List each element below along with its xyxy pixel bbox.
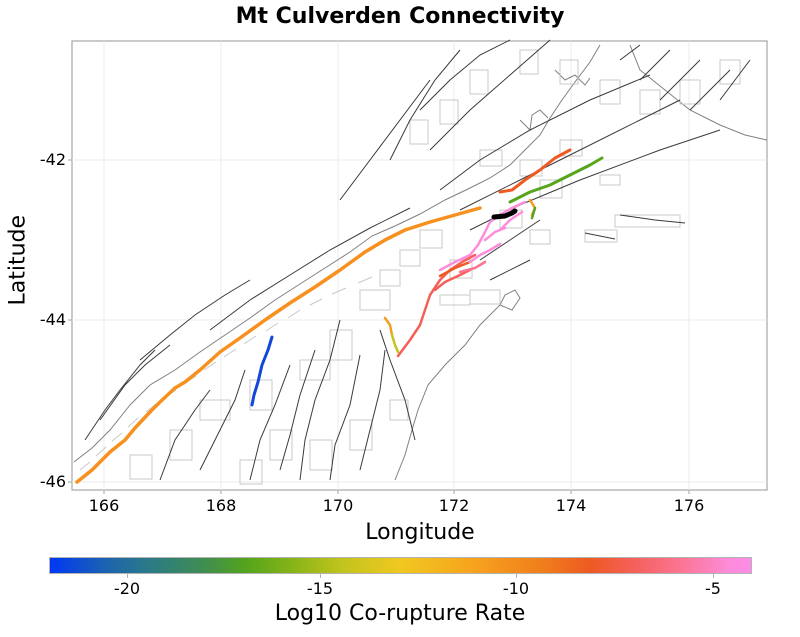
x-tick-label: 168 (205, 496, 237, 515)
x-tick-label: 176 (673, 496, 705, 515)
porters-pass-rupture (438, 200, 527, 272)
colorbar-tick-label: -10 (502, 579, 530, 598)
south-canterbury-rupture (383, 316, 394, 337)
x-tick-label: 174 (555, 496, 587, 515)
colorbar-tick-label: -20 (113, 579, 141, 598)
colorbar-tick (127, 574, 128, 578)
colorbar-tick (713, 574, 714, 578)
north-canterbury-rupture-green (530, 206, 537, 220)
chart-title: Mt Culverden Connectivity (235, 4, 565, 29)
clarence-rupture (508, 156, 604, 204)
y-tick-label: -42 (39, 150, 66, 169)
colorbar-tick-label: -5 (705, 579, 721, 598)
y-tick-label: -46 (39, 472, 66, 491)
x-axis-label: Longitude (365, 520, 475, 545)
fiordland-rupture (250, 335, 274, 407)
fault-traces (84, 39, 751, 481)
wairau-rupture (498, 148, 572, 194)
mt-culverden-fault (491, 208, 518, 220)
x-tick-label: 166 (88, 496, 120, 515)
x-tick-label: 170 (322, 496, 354, 515)
corupture-segments (75, 148, 604, 484)
colorbar (49, 557, 752, 574)
colorbar-tick-label: -15 (306, 579, 334, 598)
alpine-fault-rupture (75, 206, 482, 484)
x-tick-label: 172 (438, 496, 470, 515)
axis-ticks (68, 159, 690, 494)
colorbar-title: Log10 Co-rupture Rate (274, 601, 526, 626)
colorbar-tick (516, 574, 517, 578)
canterbury-rupture-1 (396, 253, 477, 358)
colorbar-tick (320, 574, 321, 578)
porters-pass-rupture-2 (468, 210, 524, 264)
y-tick-label: -44 (39, 310, 66, 329)
canterbury-rupture-2 (433, 268, 472, 292)
y-axis-label: Latitude (5, 214, 31, 306)
south-canterbury-rupture-2 (390, 333, 400, 354)
canterbury-rupture-3 (438, 260, 472, 278)
gridlines (72, 41, 767, 490)
porters-pass-rupture-3 (458, 260, 487, 274)
